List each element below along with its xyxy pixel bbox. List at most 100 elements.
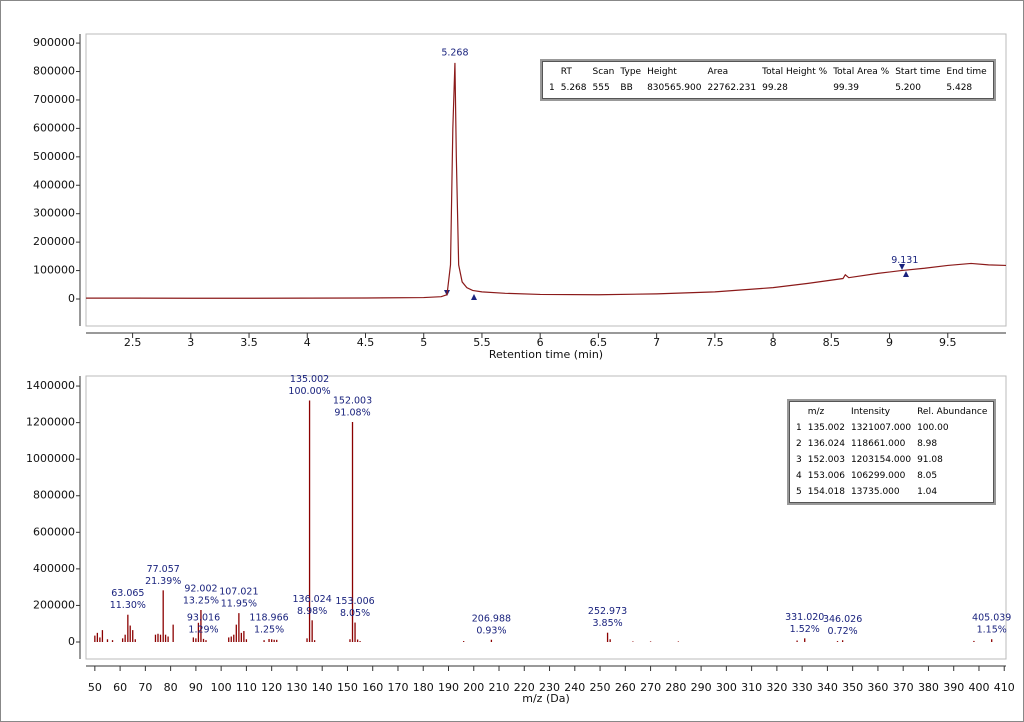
x-tick-label: 8.5 [823,336,841,349]
table-cell: 99.39 [833,83,859,93]
x-tick-label: 410 [994,681,1015,694]
table-cell: 99.28 [762,83,788,93]
peak-end-marker [471,294,477,300]
peak-abundance-label: 8.05% [340,608,370,619]
header-row: RT Scan Type Height Area Total Height % Total … [546,64,990,80]
table-cell: 22762.231 [707,83,757,93]
header-cell: Intensity [850,407,891,417]
x-tick-label: 9.5 [939,336,957,349]
x-tick-label: 200 [463,681,484,694]
peak-abundance-label: 11.95% [221,599,257,610]
peak-abundance-label: 21.39% [145,576,181,587]
peak-mz-label: 118.966 [249,612,288,623]
table-cell: 5 [796,487,802,497]
x-tick-label: 90 [189,681,203,694]
table-row: 4 153.006 106299.000 8.05 [793,468,990,484]
x-tick-label: 4.5 [357,336,375,349]
header-cell: RT [560,67,572,77]
x-tick-label: 6.5 [590,336,608,349]
x-tick-label: 370 [893,681,914,694]
table-row: 1 5.268 555 BB 830565.900 22762.231 99.28 99.39… [546,80,990,96]
x-tick-label: 170 [387,681,408,694]
x-tick-label: 5.5 [473,336,491,349]
x-tick-label: 2.5 [124,336,142,349]
table-row: 2 136.024 118661.000 8.98 [793,436,990,452]
table-cell: 1321007.000 [850,423,912,433]
table-cell: 8.98 [917,439,938,449]
y-tick-label: 800000 [33,489,75,502]
table-cell: BB [620,83,633,93]
header-cell: Total Area % [833,67,890,77]
y-tick-label: 300000 [33,207,75,220]
x-tick-label: 390 [943,681,964,694]
header-cell: Type [620,67,642,77]
peak-mz-label: 135.002 [290,374,329,385]
table-cell: 555 [592,83,610,93]
plot-frame [85,375,1007,660]
table-cell: 5.268 [560,83,587,93]
table-cell: 153.006 [807,471,845,481]
peak-mz-label: 206.988 [472,613,511,624]
peak-label: 5.268 [441,47,468,58]
peak-abundance-label: 8.98% [297,606,327,617]
peak-table: RT Scan Type Height Area Total Height % Total … [540,59,996,101]
header-cell [546,64,558,80]
y-tick-label: 1000000 [26,452,75,465]
x-tick-label: 6 [537,336,544,349]
peak-mz-label: 252.973 [588,606,627,617]
plot-frame [85,33,1007,327]
peak-abundance-label: 1.52% [790,624,820,635]
x-tick-label: 110 [236,681,257,694]
header-row: m/z Intensity Rel. Abundance [793,404,990,420]
x-tick-label: 290 [691,681,712,694]
x-tick-label: 240 [564,681,585,694]
table-cell: 1203154.000 [850,455,912,465]
y-tick-label: 100000 [33,264,75,277]
table-cell: 13735.000 [850,487,900,497]
peak-mz-label: 93.016 [187,612,220,623]
header-cell: Area [707,67,729,77]
table-cell: 152.003 [807,455,845,465]
peak-abundance-label: 1.29% [188,624,218,635]
x-tick-label: 50 [88,681,102,694]
x-tick-label: 7 [653,336,660,349]
y-tick-label: 200000 [33,235,75,248]
x-tick-label: 60 [113,681,127,694]
peak-mz-label: 136.024 [292,594,331,605]
x-tick-label: 160 [362,681,383,694]
x-axis-title: m/z (Da) [522,692,570,705]
table-row: 3 152.003 1203154.000 91.08 [793,452,990,468]
table-cell: 8.05 [917,471,938,481]
table-cell: 106299.000 [850,471,906,481]
x-tick-label: 380 [918,681,939,694]
x-tick-label: 230 [539,681,560,694]
peak-abundance-label: 1.25% [254,624,284,635]
header-cell: Scan [592,67,615,77]
ion-table: m/z Intensity Rel. Abundance 1 135.002 132100… [787,399,997,505]
peak-mz-label: 107.021 [219,587,258,598]
peak-mz-label: 331.020 [785,612,824,623]
table-cell: 136.024 [807,439,845,449]
chromatogram-line [86,62,1007,299]
y-tick-label: 400000 [33,178,75,191]
peak-abundance-label: 1.15% [977,625,1007,636]
peak-start-marker [899,264,905,270]
table-cell: 1 [796,423,802,433]
y-tick-label: 600000 [33,525,75,538]
y-tick-label: 0 [68,292,75,305]
y-tick-label: 800000 [33,65,75,78]
header-cell: End time [946,67,987,77]
table-cell: 5.428 [946,83,973,93]
x-tick-label: 140 [312,681,333,694]
table-cell: 118661.000 [850,439,906,449]
x-tick-label: 400 [968,681,989,694]
peak-label: 9.131 [891,255,918,266]
peak-abundance-label: 91.08% [334,408,370,419]
table-cell: 154.018 [807,487,845,497]
table-cell: 100.00 [917,423,949,433]
x-tick-label: 340 [817,681,838,694]
header-cell: Rel. Abundance [917,407,988,417]
x-tick-label: 80 [164,681,178,694]
table-row: 1 135.002 1321007.000 100.00 [793,420,990,436]
